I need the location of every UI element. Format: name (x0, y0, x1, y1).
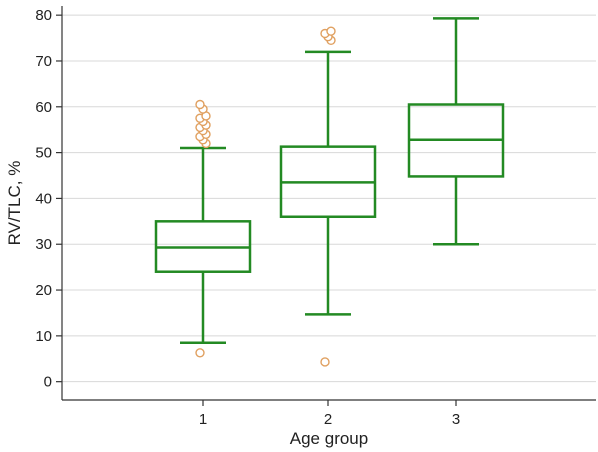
y-tick-label-40: 40 (35, 190, 52, 207)
box-group-3 (407, 17, 505, 246)
x-tick-label-2: 2 (324, 411, 332, 428)
y-tick-label-20: 20 (35, 282, 52, 299)
outlier-point (320, 357, 330, 367)
gridlines (62, 14, 596, 383)
y-tick-label-30: 30 (35, 236, 52, 253)
boxes (154, 17, 505, 344)
y-tick-label-60: 60 (35, 99, 52, 116)
x-tick-label-3: 3 (452, 411, 460, 428)
box-group-1 (154, 146, 252, 344)
y-tick-label-0: 0 (44, 374, 52, 391)
box-group-2 (279, 50, 377, 316)
outlier-point (195, 348, 205, 358)
outlier-point (195, 99, 205, 110)
x-tick-label-1: 1 (199, 411, 207, 428)
outlier-point (326, 26, 336, 36)
x-axis-title: Age group (290, 429, 368, 448)
y-tick-label-80: 80 (35, 7, 52, 24)
outliers (195, 26, 336, 367)
y-ticks: 0 10 20 30 40 50 60 70 80 (35, 7, 62, 391)
y-tick-label-70: 70 (35, 53, 52, 70)
x-ticks: 1 2 3 (199, 400, 460, 428)
y-axis-title: RV/TLC, % (5, 161, 24, 246)
axes (61, 6, 596, 401)
y-tick-label-10: 10 (35, 328, 52, 345)
y-tick-label-50: 50 (35, 145, 52, 162)
